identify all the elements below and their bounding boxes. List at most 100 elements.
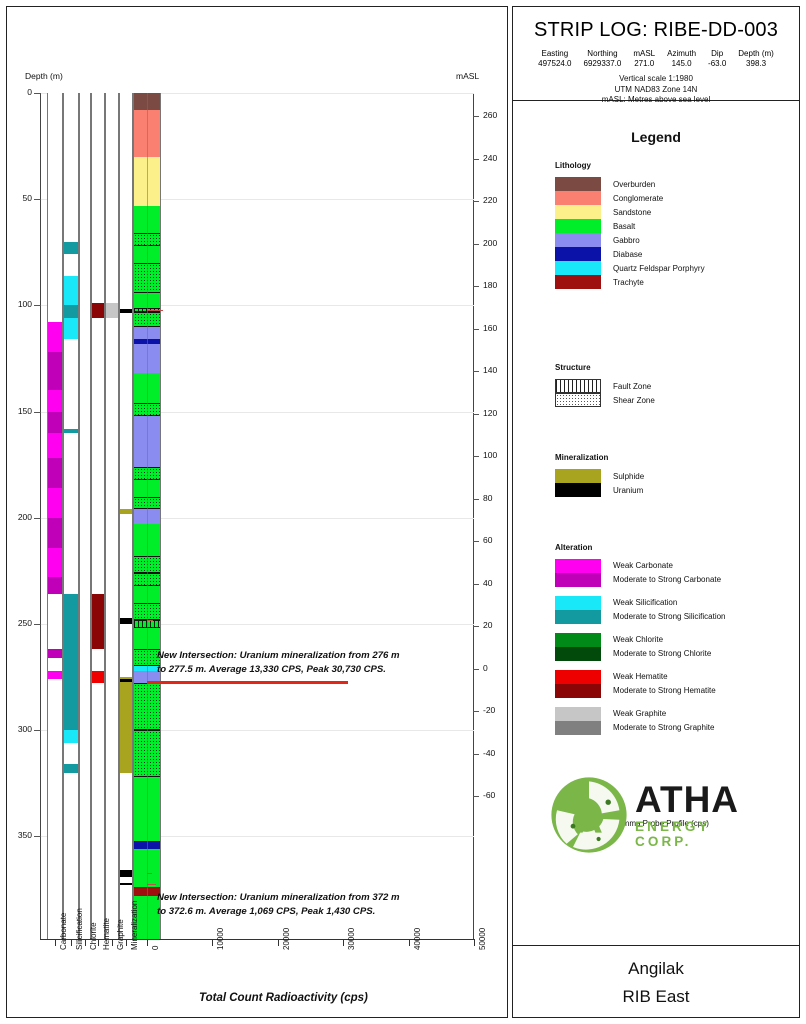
masl-tick: -20: [473, 705, 495, 715]
legend-swatch-weak: [555, 670, 601, 684]
masl-tick-label: 160: [483, 322, 498, 333]
masl-tick-label: 260: [483, 110, 498, 121]
collar-field-masl: mASL 271.0: [633, 49, 656, 68]
column-tick: [126, 939, 127, 946]
track-chlorite: [79, 93, 91, 939]
masl-tick: 40: [473, 578, 492, 588]
legend-item-conglomerate: Conglomerate: [555, 191, 705, 205]
legend-heading-structure: Structure: [555, 363, 591, 372]
depth-tick: 0: [27, 87, 41, 97]
column-tick: [85, 939, 86, 946]
legend-swatch-pair: [555, 559, 601, 587]
annotation-line-2: to 372.6 m. Average 1,069 CPS, Peak 1,43…: [157, 905, 376, 917]
legend-swatch-strong: [555, 573, 601, 587]
masl-tick: 100: [473, 450, 497, 460]
legend-pattern-swatch: [555, 393, 601, 407]
mineralization-interval: [120, 617, 132, 624]
mineralization-interval: [120, 677, 132, 773]
collar-field-depth-m: Depth (m) 398.3: [738, 49, 774, 68]
cps-tick-label: 50000: [478, 927, 487, 950]
cps-tick: [277, 939, 279, 946]
alteration-interval: [48, 411, 62, 433]
legend-label-weak: Weak Chlorite: [613, 635, 664, 644]
gamma-peak: [147, 309, 163, 312]
annotation-line-1: New Intersection: Uranium mineralization…: [157, 650, 400, 661]
legend-label-strong: Moderate to Strong Carbonate: [613, 575, 722, 584]
gamma-peak: [147, 619, 153, 622]
depth-axis-label: Depth (m): [25, 71, 63, 81]
depth-tick: 350: [18, 830, 41, 840]
masl-axis-line: [473, 93, 474, 939]
legend-label: Shear Zone: [613, 395, 655, 405]
project-footer: Angilak RIB East: [513, 945, 799, 1017]
legend-item-weak-chlorite: Weak Chlorite Moderate to Strong Chlorite: [555, 633, 726, 661]
masl-tick: 260: [473, 110, 497, 120]
legend-section-lithology: Lithology Overburden Conglomerate Sandstone…: [555, 161, 705, 289]
legend-swatch-strong: [555, 684, 601, 698]
legend-swatch-pair: [555, 707, 601, 735]
legend-item-quartz-feldspar-porphyry: Quartz Feldspar Porphyry: [555, 261, 705, 275]
alteration-interval: [106, 303, 118, 319]
column-tick: [98, 939, 99, 946]
depth-tick-label: 200: [17, 511, 32, 522]
alteration-interval: [48, 390, 62, 412]
masl-tick-label: 220: [483, 195, 498, 206]
title-block: STRIP LOG: RIBE-DD-003 Easting 497524.0 No…: [513, 7, 799, 104]
masl-tick-label: 140: [483, 365, 498, 376]
legend-label: Overburden: [613, 179, 656, 189]
legend-label-weak: Weak Silicification: [613, 598, 678, 607]
column-label-graphite: Graphite: [116, 919, 125, 950]
depth-gridline: [40, 411, 474, 413]
cps-tick: [343, 939, 345, 946]
legend-label-weak: Weak Hematite: [613, 672, 668, 681]
legend-swatch: [555, 233, 601, 247]
legend-swatch-weak: [555, 633, 601, 647]
cps-axis-line: [40, 939, 474, 940]
legend-label-weak: Weak Graphite: [613, 709, 667, 718]
depth-tick-label: 350: [17, 830, 32, 841]
company-logo: ATHA ENERGY CORP.: [549, 773, 771, 857]
strip-log-title: STRIP LOG: RIBE-DD-003: [533, 19, 779, 41]
legend-swatch: [555, 261, 601, 275]
cps-tick: [147, 939, 148, 946]
alteration-interval: [92, 303, 104, 319]
title-block-note: UTM NAD83 Zone 14N: [614, 84, 698, 94]
legend-item-sandstone: Sandstone: [555, 205, 705, 219]
masl-tick-label: -60: [483, 790, 496, 801]
legend-swatch-pair: [555, 670, 601, 698]
depth-gridline: [40, 624, 474, 625]
column-label-carbonate: Carbonate: [59, 912, 68, 950]
collar-field-northing: Northing 6929337.0: [583, 49, 622, 68]
masl-tick: -40: [473, 748, 495, 758]
mineralization-interval: [120, 308, 132, 313]
gamma-peak: [147, 872, 152, 875]
legend-label-weak: Weak Carbonate: [613, 561, 673, 570]
masl-tick-label: 100: [483, 450, 498, 461]
depth-gridline: [40, 836, 474, 838]
alteration-interval: [48, 352, 62, 391]
legend-item-shear-zone: Shear Zone: [555, 393, 655, 407]
masl-tick: 80: [473, 493, 492, 503]
alteration-interval: [64, 318, 78, 340]
depth-tick: 200: [18, 512, 41, 522]
legend-section-structure: Structure Fault Zone Shear Zone: [555, 363, 655, 407]
masl-tick: 220: [473, 195, 497, 205]
legend-label-strong: Moderate to Strong Chlorite: [613, 649, 712, 658]
mineralization-interval: [120, 883, 132, 885]
legend-swatch-pair: [555, 633, 601, 661]
depth-gridline: [40, 93, 474, 94]
column-tick: [112, 939, 113, 946]
column-label-hematite: Hematite: [102, 917, 111, 950]
track-graphite: [105, 93, 119, 939]
alteration-interval: [64, 275, 78, 306]
intersection-annotation: New Intersection: Uranium mineralization…: [157, 891, 400, 918]
legend-item-overburden: Overburden: [555, 177, 705, 191]
legend-swatch: [555, 177, 601, 191]
legend-item-weak-carbonate: Weak Carbonate Moderate to Strong Carbona…: [555, 559, 726, 587]
mineralization-interval: [120, 870, 132, 877]
masl-tick: 20: [473, 620, 492, 630]
legend-swatch-weak: [555, 559, 601, 573]
depth-tick-label: 250: [17, 618, 32, 628]
collar-field-easting: Easting 497524.0: [538, 49, 572, 68]
masl-tick-label: -20: [483, 705, 496, 716]
